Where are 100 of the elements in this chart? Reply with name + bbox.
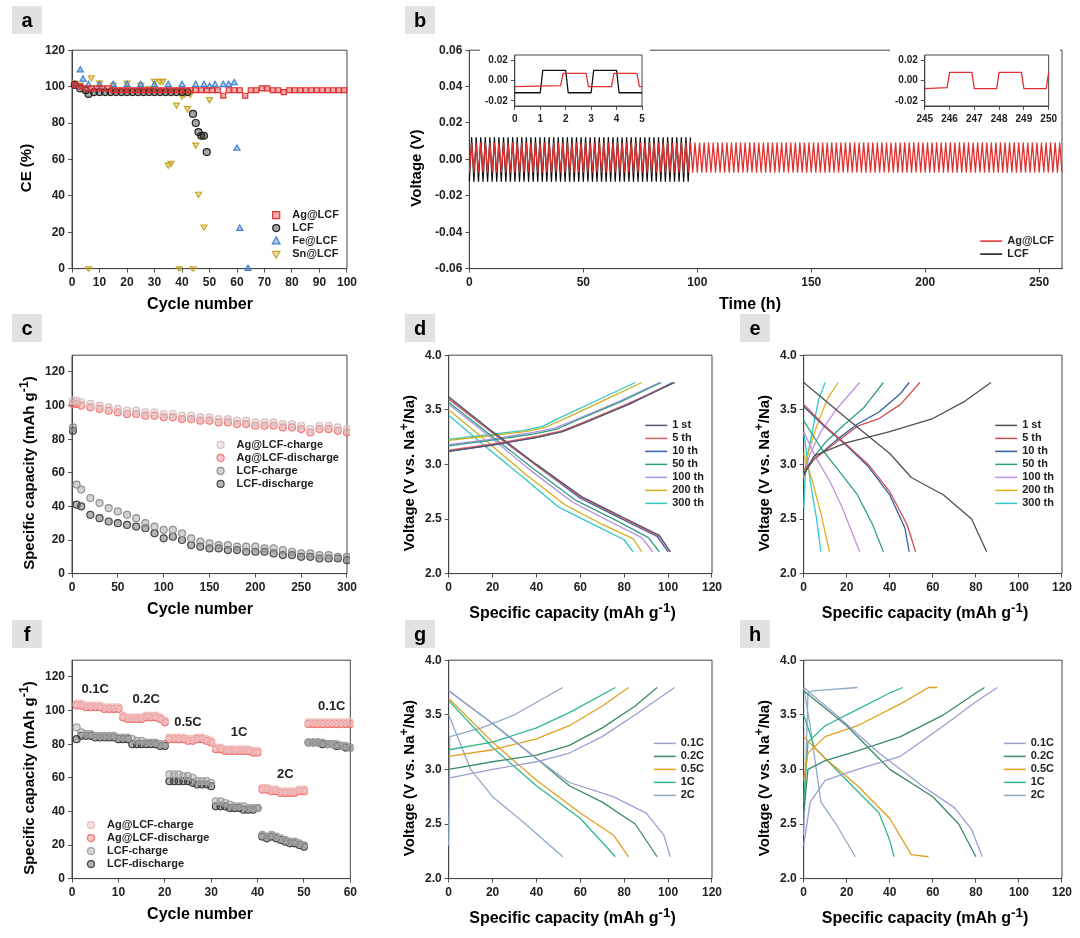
- x-tick-label: 4: [613, 112, 620, 124]
- x-axis-title: Cycle number: [146, 600, 254, 619]
- x-axis-title: Specific capacity (mAh g$^{-1}$): [820, 600, 1030, 622]
- x-tick-label: 2: [562, 112, 569, 124]
- y-tick-label: -0.02: [485, 94, 509, 106]
- x-tick-label: 20: [840, 580, 854, 595]
- x-tick-label: 50: [297, 885, 311, 900]
- x-tick-label: 0: [68, 885, 76, 900]
- x-tick-label: 50: [111, 580, 125, 595]
- y-tick-label: 2.0: [779, 870, 797, 885]
- x-tick-label: 300: [336, 580, 358, 595]
- y-tick-label: 2.5: [779, 511, 797, 526]
- legend-label: Ag@LCF: [1007, 234, 1055, 247]
- x-tick-label: 40: [529, 885, 544, 900]
- y-tick-label: 3.0: [424, 761, 442, 776]
- y-tick-label: 40: [51, 188, 66, 203]
- y-tick-label: 0.06: [438, 42, 463, 57]
- x-tick-label: 120: [701, 580, 723, 595]
- y-tick-label: 0: [58, 565, 66, 580]
- y-tick-label: 0.00: [438, 151, 463, 166]
- x-axis-title: Time (h): [718, 295, 782, 314]
- y-tick-label: 0.02: [898, 53, 919, 65]
- chart-title: g: [405, 620, 435, 648]
- x-axis-title: Cycle number: [146, 905, 254, 924]
- y-axis-title: CE (%): [16, 142, 35, 194]
- x-tick-label: 40: [529, 580, 544, 595]
- legend-label: Ag@LCF-discharge: [236, 450, 339, 463]
- y-tick-label: 0.02: [488, 53, 509, 65]
- x-axis-title: Cycle number: [146, 295, 254, 314]
- y-tick-label: 40: [51, 803, 66, 818]
- legend-label: 1C: [680, 775, 695, 788]
- y-tick-label: 0.00: [488, 74, 509, 86]
- y-tick-label: 100: [44, 397, 66, 412]
- legend-label: 10 th: [1022, 444, 1049, 457]
- y-tick-label: -0.04: [434, 224, 463, 239]
- x-tick-label: 248: [990, 112, 1008, 124]
- y-tick-label: 2.0: [424, 565, 442, 580]
- y-tick-label: 0: [58, 870, 66, 885]
- y-tick-label: 2.5: [424, 816, 442, 831]
- legend-label: 300 th: [672, 496, 705, 509]
- legend-label: 1 st: [672, 418, 692, 431]
- x-tick-label: 100: [1008, 580, 1030, 595]
- x-tick-label: 100: [153, 580, 175, 595]
- x-axis-title: Specific capacity (mAh g$^{-1}$): [468, 905, 677, 927]
- x-tick-label: 50: [202, 275, 217, 290]
- x-tick-label: 20: [158, 885, 172, 900]
- x-tick-label: 80: [617, 885, 632, 900]
- x-tick-label: 0: [800, 885, 808, 900]
- x-tick-label: 0: [68, 580, 76, 595]
- legend-label: 200 th: [672, 483, 705, 496]
- y-tick-label: 0.04: [438, 78, 463, 93]
- legend-label: 5 th: [672, 431, 693, 444]
- x-tick-label: 100: [687, 275, 708, 290]
- x-tick-label: 0: [512, 112, 519, 124]
- x-tick-label: 60: [926, 885, 940, 900]
- y-tick-label: 2.0: [424, 870, 442, 885]
- x-tick-label: 40: [883, 580, 897, 595]
- x-axis-title: Specific capacity (mAh g$^{-1}$): [820, 905, 1030, 927]
- x-tick-label: 80: [969, 885, 983, 900]
- legend-label: Ag@LCF: [292, 208, 340, 221]
- y-tick-label: 4.0: [424, 652, 442, 667]
- x-tick-label: 150: [801, 275, 822, 290]
- y-tick-label: 4.0: [779, 652, 797, 667]
- x-tick-label: 200: [915, 275, 936, 290]
- chart-title: e: [740, 314, 770, 342]
- x-tick-label: 120: [701, 885, 723, 900]
- legend-label: 100 th: [672, 470, 705, 483]
- y-tick-label: 0.00: [898, 74, 919, 86]
- legend-label: 0.5C: [1030, 762, 1055, 775]
- x-tick-label: 200: [245, 580, 266, 595]
- y-tick-label: 3.0: [779, 456, 797, 471]
- x-tick-label: 0: [68, 275, 76, 290]
- chart-title: c: [12, 314, 42, 342]
- chart-title: b: [405, 6, 435, 34]
- x-tick-label: 60: [573, 580, 588, 595]
- legend-label: Sn@LCF: [292, 247, 339, 260]
- y-tick-label: 120: [44, 669, 66, 684]
- x-tick-label: 0: [466, 275, 474, 290]
- x-tick-label: 80: [969, 580, 983, 595]
- x-tick-label: 80: [285, 275, 299, 290]
- legend-label: LCF: [1007, 247, 1029, 260]
- y-tick-label: 20: [51, 224, 66, 239]
- legend-label: 1 st: [1022, 418, 1042, 431]
- x-tick-label: 60: [230, 275, 244, 290]
- annotation: 0.2C: [132, 690, 161, 706]
- legend-label: LCF-charge: [236, 463, 298, 476]
- y-axis-title: Voltage (V): [406, 127, 425, 209]
- x-tick-label: 1: [537, 112, 544, 124]
- legend-label: 2C: [680, 788, 695, 801]
- x-tick-label: 60: [926, 580, 940, 595]
- annotation: 0.5C: [174, 714, 203, 730]
- chart-title: d: [405, 314, 435, 342]
- y-tick-label: 100: [44, 78, 66, 93]
- y-tick-label: 60: [51, 465, 66, 480]
- x-tick-label: 250: [1040, 112, 1058, 124]
- annotation: 0.1C: [318, 697, 347, 713]
- legend-label: 0.2C: [680, 749, 705, 762]
- x-tick-label: 20: [840, 885, 854, 900]
- y-tick-label: 4.0: [424, 347, 442, 362]
- x-tick-label: 150: [199, 580, 220, 595]
